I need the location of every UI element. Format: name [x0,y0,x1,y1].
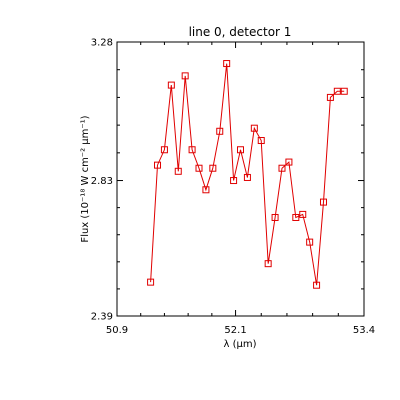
data-point [160,146,168,154]
data-point [278,164,286,172]
data-point [271,213,279,221]
data-point [154,161,162,169]
y-axis-label: Flux (10⁻¹⁸ W cm⁻² μm⁻¹) [80,115,91,242]
data-point [319,198,327,206]
data-point [326,93,334,101]
x-tick-label: 52.1 [224,325,246,336]
x-tick-label: 53.4 [353,325,375,336]
data-point [188,146,196,154]
data-point [306,238,314,246]
data-point [264,260,272,268]
data-point [209,164,217,172]
data-point [181,72,189,80]
data-point [216,127,224,135]
x-tick-label: 50.9 [106,325,128,336]
data-point [202,186,210,194]
plot-frame [116,41,365,317]
data-point [230,177,238,185]
series-line [150,63,345,286]
data-point [250,124,258,132]
data-point [340,87,348,95]
data-series [147,60,348,289]
data-point [195,164,203,172]
data-point [333,87,341,95]
chart-title: line 0, detector 1 [189,25,292,39]
y-tick-label: 3.28 [91,38,113,49]
data-point [174,167,182,175]
data-point [223,60,231,68]
data-point [237,146,244,154]
y-tick-label: 2.39 [91,312,113,323]
data-point [313,281,321,289]
data-point [147,278,155,286]
tick-labels: 50.9 52.1 53.4 3.28 2.83 2.39 [91,38,375,337]
x-axis-label: λ (μm) [223,339,256,350]
data-point [292,213,300,221]
data-point [167,81,175,89]
axis-ticks [116,41,365,317]
data-point [285,158,293,166]
data-point [299,210,307,218]
y-tick-label: 2.83 [91,176,113,187]
data-point [243,173,251,181]
data-point [257,137,265,145]
